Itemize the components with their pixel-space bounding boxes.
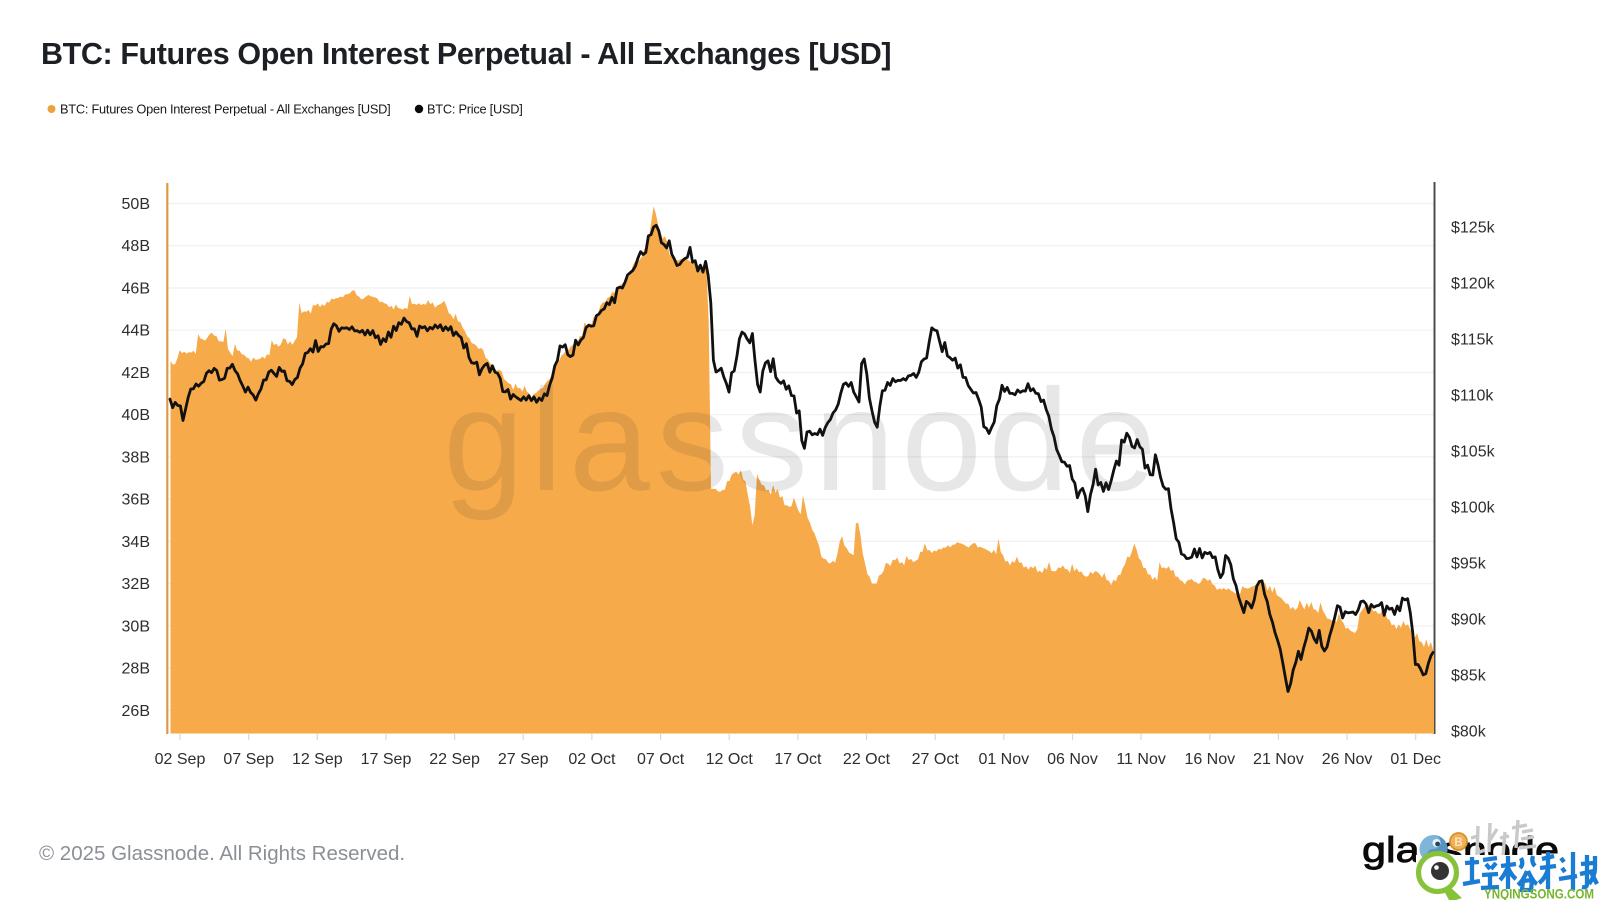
svg-text:$80k: $80k [1451, 724, 1487, 741]
svg-text:BTC: Price [USD]: BTC: Price [USD] [427, 102, 523, 117]
svg-text:06 Nov: 06 Nov [1047, 751, 1098, 768]
svg-text:46B: 46B [122, 281, 150, 298]
svg-text:26B: 26B [122, 703, 150, 720]
svg-text:22 Oct: 22 Oct [843, 751, 891, 768]
svg-text:34B: 34B [122, 534, 150, 551]
svg-text:38B: 38B [122, 449, 150, 466]
svg-text:02 Oct: 02 Oct [568, 751, 616, 768]
svg-text:$90k: $90k [1451, 612, 1487, 629]
svg-text:26 Nov: 26 Nov [1322, 751, 1373, 768]
svg-text:02 Sep: 02 Sep [155, 751, 206, 768]
svg-text:$105k: $105k [1451, 444, 1496, 461]
svg-text:$120k: $120k [1451, 276, 1496, 293]
svg-text:YNQINGSONG.COM: YNQINGSONG.COM [1484, 887, 1594, 900]
svg-text:BTC: Futures Open Interest Per: BTC: Futures Open Interest Perpetual - A… [60, 102, 390, 117]
svg-text:17 Sep: 17 Sep [361, 751, 412, 768]
svg-text:glassnode: glassnode [443, 359, 1163, 521]
svg-text:$110k: $110k [1451, 388, 1494, 405]
svg-text:11 Nov: 11 Nov [1116, 751, 1166, 768]
svg-text:28B: 28B [122, 661, 150, 678]
svg-text:01 Nov: 01 Nov [978, 751, 1029, 768]
svg-text:© 2025 Glassnode. All Rights R: © 2025 Glassnode. All Rights Reserved. [39, 842, 405, 865]
svg-text:17 Oct: 17 Oct [774, 751, 822, 768]
svg-text:12 Oct: 12 Oct [706, 751, 754, 768]
svg-text:07 Oct: 07 Oct [637, 751, 685, 768]
svg-text:42B: 42B [122, 365, 150, 382]
svg-text:16 Nov: 16 Nov [1184, 751, 1235, 768]
svg-text:27 Oct: 27 Oct [912, 751, 960, 768]
svg-text:48B: 48B [122, 238, 150, 255]
svg-text:$115k: $115k [1451, 332, 1494, 349]
svg-text:30B: 30B [122, 618, 150, 635]
svg-text:$85k: $85k [1451, 668, 1487, 685]
svg-text:50B: 50B [122, 196, 150, 213]
svg-text:27 Sep: 27 Sep [498, 751, 549, 768]
svg-text:21 Nov: 21 Nov [1253, 751, 1304, 768]
svg-text:01 Dec: 01 Dec [1390, 751, 1441, 768]
svg-text:$100k: $100k [1451, 500, 1496, 517]
svg-text:$95k: $95k [1451, 556, 1487, 573]
svg-text:40B: 40B [122, 407, 150, 424]
svg-text:36B: 36B [122, 492, 150, 509]
svg-text:$125k: $125k [1451, 220, 1496, 237]
svg-text:12 Sep: 12 Sep [292, 751, 343, 768]
svg-text:BTC: Futures Open Interest Per: BTC: Futures Open Interest Perpetual - A… [41, 37, 891, 71]
svg-text:B: B [1454, 837, 1462, 849]
svg-text:32B: 32B [122, 576, 150, 593]
svg-text:44B: 44B [122, 323, 150, 340]
svg-text:22 Sep: 22 Sep [429, 751, 480, 768]
svg-text:07 Sep: 07 Sep [223, 751, 274, 768]
